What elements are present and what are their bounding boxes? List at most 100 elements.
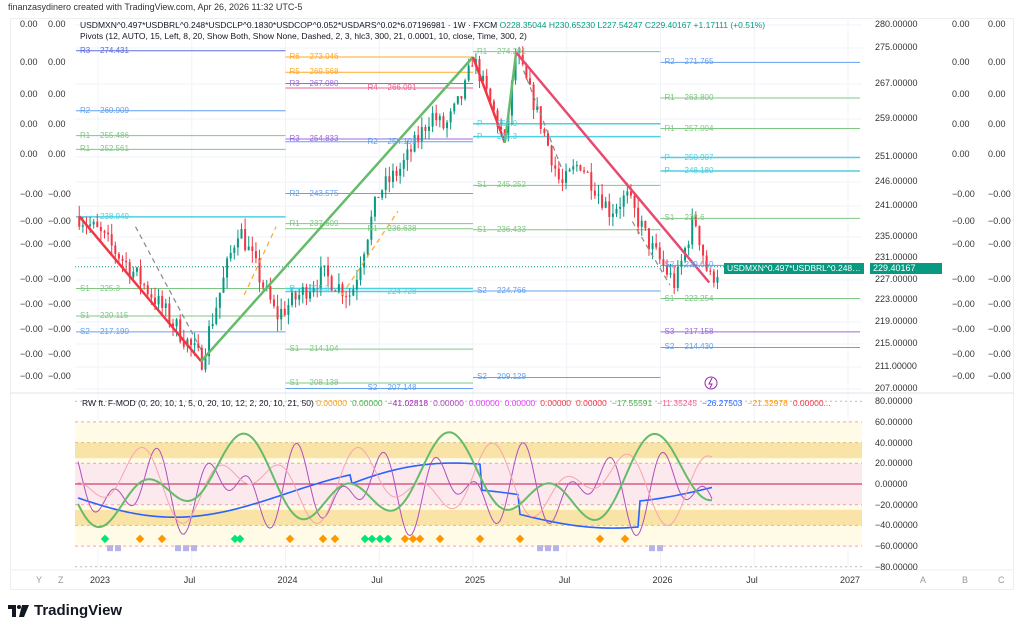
zigzag-segment (503, 52, 518, 143)
candle (337, 284, 340, 292)
candle (528, 78, 531, 85)
candle (583, 170, 586, 172)
scale-button-a[interactable]: A (920, 575, 927, 585)
price-axis-label: 241.00000 (875, 200, 918, 210)
time-axis-label: Jul (746, 575, 758, 585)
close-label: C (644, 20, 651, 30)
right-scale-label: 0.00 (952, 89, 970, 99)
pivot-level-label: R3 (289, 133, 300, 143)
candle (492, 101, 495, 111)
right-scale-label-2: −0.00 (988, 274, 1011, 284)
pivot-level-label: R3 (80, 45, 91, 55)
candle (395, 170, 398, 176)
signal-diamond (285, 534, 295, 544)
candle (197, 343, 200, 348)
candle (478, 59, 481, 82)
candle (103, 231, 106, 233)
oscillator-value: 0.00000 (504, 398, 536, 408)
zigzag-segment (471, 56, 507, 144)
pivot-level-value: 224.766 (497, 286, 526, 295)
candle (608, 201, 611, 217)
oscillator-value: −21.32978 (747, 398, 788, 408)
left-scale-label-2: 0.00 (48, 89, 66, 99)
right-scale-label-2: 0.00 (988, 89, 1006, 99)
pivot-level-value: 274.201 (497, 46, 526, 56)
oscillator-axis-label: −80.00000 (875, 561, 918, 572)
candle (568, 169, 571, 172)
pivot-level-value: 224.728 (387, 286, 417, 296)
symbol-name[interactable]: USDMXN^0.497*USDBRL^0.248*USDCLP^0.1830*… (80, 20, 498, 30)
candle (298, 294, 301, 300)
pivot-level-value: 236.638 (387, 223, 417, 233)
candle (619, 206, 622, 209)
time-axis-label: 2025 (465, 575, 486, 585)
oscillator-legend[interactable]: RW ft. F-MOD (0, 20, 10, 1, 5, 0, 20, 10… (82, 398, 836, 408)
oscillator-value: 0.00000 (576, 398, 607, 408)
candle (507, 115, 510, 135)
time-axis-label: 2023 (90, 575, 111, 585)
candle (251, 246, 254, 252)
candle (78, 216, 81, 227)
candle (110, 234, 113, 246)
scale-button-y[interactable]: Y (36, 575, 43, 585)
price-axis-label: 246.00000 (875, 176, 918, 186)
candle (294, 292, 297, 300)
candle (182, 341, 185, 347)
pivots-legend[interactable]: Pivots (12, AUTO, 15, Left, 8, 20, Show … (80, 31, 527, 41)
left-scale-label: 0.00 (20, 57, 38, 67)
pivot-level-label: R1 (664, 123, 675, 133)
pivot-level-label: S2 (664, 342, 675, 352)
left-scale-label-2: 0.00 (48, 57, 66, 67)
candle (352, 289, 355, 296)
candle (81, 225, 84, 227)
candle (413, 135, 416, 152)
candle (446, 122, 449, 129)
candle (691, 215, 694, 245)
candle (489, 88, 492, 102)
scale-button-c[interactable]: C (998, 575, 1005, 585)
pivot-level-label: S2 (477, 372, 487, 382)
oscillator-value: −17.55591 (611, 398, 653, 408)
pivot-level-label: R2 (289, 188, 300, 198)
pivot-level-label: R1 (367, 223, 378, 233)
pivot-level-label: P (289, 283, 295, 293)
signal-diamond (367, 534, 377, 544)
time-axis-label: 2026 (652, 575, 673, 585)
left-scale-label: −0.00 (20, 274, 43, 284)
oversold-band (75, 509, 862, 526)
pivot-level-value: 208.138 (309, 377, 339, 387)
candle (366, 239, 369, 255)
pivot-level-label: R4 (367, 82, 378, 92)
price-axis-label: 223.00000 (875, 294, 918, 304)
candle (420, 127, 423, 141)
scale-button-z[interactable]: Z (58, 575, 64, 585)
pivot-level-value: 217.158 (684, 326, 714, 336)
candle (456, 96, 459, 104)
scale-button-b[interactable]: B (962, 575, 969, 585)
pivot-level-value: 209.129 (497, 372, 526, 382)
symbol-legend[interactable]: USDMXN^0.497*USDBRL^0.248*USDCLP^0.1830*… (80, 20, 765, 30)
tradingview-logo[interactable]: TradingView (8, 602, 122, 619)
candle (640, 220, 643, 227)
candle (236, 238, 239, 248)
candle (601, 194, 604, 208)
candle (99, 226, 102, 232)
left-scale-label: −0.00 (20, 371, 43, 381)
candle (157, 295, 160, 305)
candle (579, 165, 582, 171)
pivot-level-label: S3 (664, 326, 675, 336)
right-scale-label: −0.00 (952, 349, 975, 359)
candle (676, 267, 679, 289)
pivot-level-label: R2 (664, 57, 675, 67)
pivot-level-value: 223.254 (684, 293, 714, 303)
price-axis-label: 275.00000 (875, 42, 918, 52)
candle (204, 356, 207, 370)
candle (428, 126, 431, 131)
time-axis-label: 2027 (840, 575, 861, 585)
oscillator-axis-label: 20.00000 (875, 458, 913, 469)
signal-diamond (595, 534, 605, 544)
candle (658, 247, 661, 260)
candle (680, 260, 683, 268)
candle (709, 270, 712, 272)
